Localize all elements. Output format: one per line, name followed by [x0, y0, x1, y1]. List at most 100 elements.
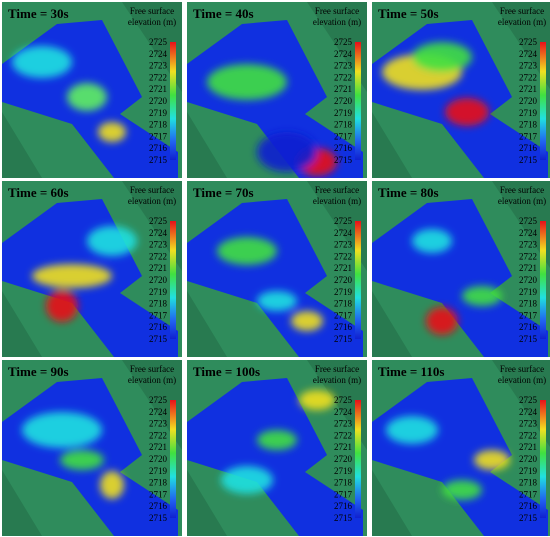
time-label: Time = 40s	[193, 6, 254, 21]
colorbar-tick-label: 2724	[334, 407, 353, 417]
colorbar-tick-label: 2717	[149, 131, 168, 141]
colorbar-tick-label: 2719	[149, 108, 168, 118]
colorbar-tick-label: 2721	[519, 263, 537, 273]
colorbar-tick-label: 2718	[519, 299, 538, 309]
colorbar-tick-label: 2718	[149, 299, 168, 309]
colorbar-tick-label: 2720	[334, 96, 353, 106]
colorbar-tick-label: 2725	[334, 395, 353, 405]
colorbar-tick-label: 2716	[149, 501, 168, 511]
flow-patch	[412, 42, 472, 72]
colorbar-tick-label: 2722	[149, 430, 167, 440]
flow-patch	[445, 98, 489, 126]
colorbar-tick-label: 2723	[334, 419, 353, 429]
terrain-shade	[187, 2, 367, 178]
flow-patch	[474, 450, 510, 470]
terrain-shade	[2, 181, 182, 357]
colorbar-tick-label: 2722	[519, 251, 537, 261]
colorbar-tick-label: 2724	[149, 228, 168, 238]
colorbar-tick-label: 2722	[519, 430, 537, 440]
flow-colors	[382, 42, 489, 126]
colorbar-tick-label: 2723	[149, 240, 168, 250]
terrain-shade	[2, 2, 182, 178]
colorbar-title: elevation (m)	[128, 17, 176, 27]
flow-colors	[412, 229, 502, 335]
flow-patch	[386, 416, 438, 444]
colorbar-tick-label: 2724	[519, 49, 538, 59]
colorbar-tick-label: 2715	[334, 334, 353, 344]
flow-extent	[187, 20, 363, 178]
flow-patch	[32, 264, 112, 288]
colorbar-tick-label: 2716	[334, 143, 353, 153]
flow-patch	[207, 64, 287, 100]
time-label: Time = 110s	[378, 364, 444, 379]
colorbar-tick-label: 2719	[334, 108, 353, 118]
time-label: Time = 90s	[8, 364, 69, 379]
colorbar	[355, 42, 361, 160]
colorbar-tick-label: 2722	[149, 72, 167, 82]
colorbar-title: elevation (m)	[128, 375, 176, 385]
colorbar-tick-label: 2725	[519, 216, 538, 226]
colorbar-tick-label: 2725	[334, 37, 353, 47]
colorbar-tick-label: 2715	[149, 155, 168, 165]
flow-colors	[12, 46, 126, 142]
time-label: Time = 70s	[193, 185, 254, 200]
colorbar	[540, 400, 546, 518]
flow-patch	[100, 471, 124, 499]
flow-patch	[67, 83, 107, 111]
flow-patch	[87, 226, 137, 256]
colorbar-title: elevation (m)	[498, 17, 546, 27]
flow-patch	[442, 480, 482, 500]
colorbar-title: Free surface	[130, 185, 174, 195]
colorbar-tick-label: 2724	[519, 407, 538, 417]
colorbar-tick-label: 2720	[149, 96, 168, 106]
colorbar-tick-label: 2722	[334, 251, 352, 261]
colorbar-tick-label: 2723	[519, 419, 538, 429]
colorbar-title: elevation (m)	[498, 375, 546, 385]
colorbar-tick-label: 2725	[519, 37, 538, 47]
flow-colors	[217, 237, 323, 331]
colorbar-tick-label: 2723	[149, 61, 168, 71]
colorbar-tick-label: 2724	[149, 49, 168, 59]
flow-colors	[22, 412, 124, 499]
colorbar-tick-label: 2719	[149, 466, 168, 476]
time-label: Time = 30s	[8, 6, 69, 21]
colorbar-title: Free surface	[130, 6, 174, 16]
flow-colors	[32, 226, 137, 322]
colorbar-tick-label: 2718	[334, 120, 353, 130]
colorbar	[355, 221, 361, 339]
flow-patch	[98, 122, 126, 142]
colorbar-tick-label: 2720	[149, 275, 168, 285]
flow-patch	[46, 290, 78, 322]
colorbar-tick-label: 2718	[519, 478, 538, 488]
flow-patch	[60, 450, 104, 470]
colorbar-tick-label: 2716	[149, 143, 168, 153]
colorbar-tick-label: 2719	[519, 287, 538, 297]
colorbar-tick-label: 2715	[519, 155, 538, 165]
time-label: Time = 60s	[8, 185, 69, 200]
colorbar-tick-label: 2716	[149, 322, 168, 332]
colorbar-tick-label: 2716	[519, 143, 538, 153]
colorbar-tick-label: 2718	[149, 478, 168, 488]
flow-patch	[462, 286, 502, 306]
colorbar-tick-label: 2724	[334, 49, 353, 59]
colorbar-tick-label: 2720	[334, 454, 353, 464]
flow-patch	[257, 291, 297, 311]
flow-colors	[207, 64, 337, 176]
colorbar-tick-label: 2722	[149, 251, 167, 261]
colorbar-title: Free surface	[500, 6, 544, 16]
colorbar-tick-label: 2723	[334, 240, 353, 250]
colorbar-tick-label: 2723	[334, 61, 353, 71]
terrain-shade	[372, 2, 550, 178]
flow-patch	[22, 412, 102, 448]
colorbar-tick-label: 2716	[334, 322, 353, 332]
flow-patch	[217, 237, 277, 265]
colorbar-tick-label: 2715	[334, 513, 353, 523]
